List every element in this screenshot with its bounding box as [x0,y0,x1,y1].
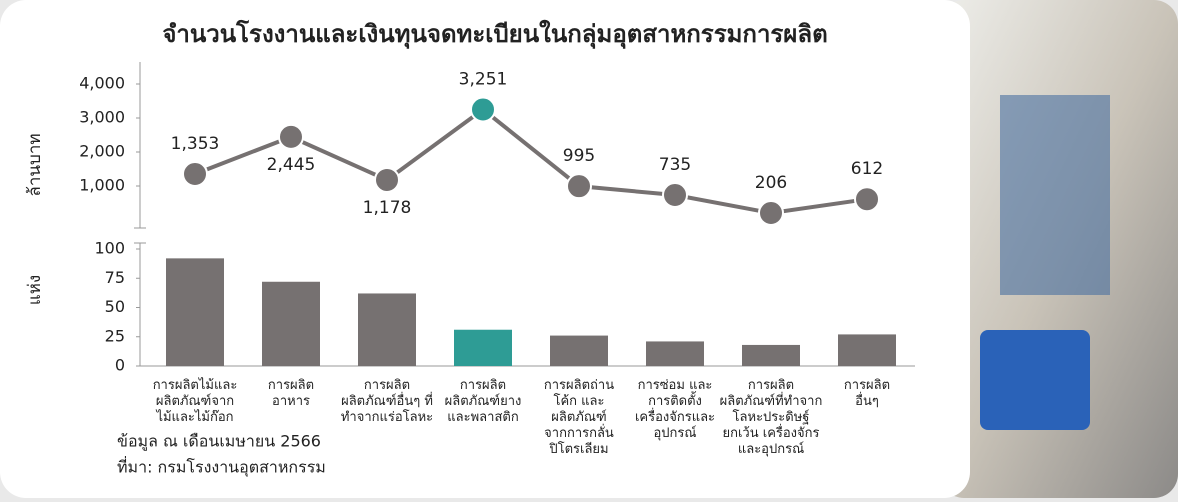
value-label: 206 [755,173,787,193]
y-tick-label: 2,000 [79,142,125,161]
x-tick-label-line: อื่นๆ [855,392,879,409]
value-label: 1,178 [363,198,412,218]
bar [550,336,608,366]
x-tick-label-line: การผลิต [748,378,794,393]
x-tick-label-line: และพลาสติก [447,410,518,425]
value-label: 2,445 [267,155,316,175]
point [279,125,303,149]
y-axis-label: แห่ง [25,275,45,305]
value-label: 612 [851,159,883,179]
x-tick-label-line: การติดตั้ง [648,391,702,409]
x-tick-label-line: เครื่องจักรและ [635,408,715,425]
point [759,201,783,225]
x-tick-label-line: ยกเว้น เครื่องจักร [723,424,820,441]
bar [358,293,416,366]
x-tick-label: การผลิตไม้และผลิตภัณฑ์จากไม้และไม้ก๊อก [153,377,238,425]
photo-figure [1000,95,1110,295]
y-tick-label: 1,000 [79,176,125,195]
photo-toolbox [980,330,1090,430]
bar [742,345,800,366]
value-label: 3,251 [459,69,508,89]
x-tick-label-line: ทำจากแร่อโลหะ [341,409,433,425]
note: ข้อมูล ณ เดือนเมษายน 2566 [117,432,321,452]
x-tick-label-line: การผลิต [460,378,506,393]
y-tick-label: 50 [105,297,125,316]
value-label: 1,353 [171,134,220,154]
x-tick-label-line: ผลิตภัณฑ์ [551,409,606,425]
y-tick-label: 25 [105,326,125,345]
x-tick-label-line: ผลิตภัณฑ์จาก [156,393,234,409]
x-tick-label-line: การผลิตไม้และ [153,377,238,393]
y-tick-label: 75 [105,268,125,287]
y-axis-label: ล้านบาท [25,133,45,196]
bar [454,330,512,366]
x-tick-label-line: ผลิตภัณฑ์ยาง [445,393,522,409]
x-tick-label-line: โค้ก และ [553,393,604,409]
bar [166,258,224,366]
y-tick-label: 100 [94,239,125,258]
note: ที่มา: กรมโรงงานอุตสาหกรรม [117,456,326,478]
x-tick-label-line: ไม้และไม้ก๊อก [155,409,233,425]
bar [838,334,896,366]
y-tick-label: 4,000 [79,74,125,93]
x-tick-label-line: อาหาร [272,394,310,409]
point [567,174,591,198]
value-label: 995 [563,146,595,166]
x-tick-label-line: ผลิตภัณฑ์ที่ทำจาก [720,392,823,409]
point [663,183,687,207]
x-tick-label-line: การผลิต [268,378,314,393]
x-tick-label-line: อุปกรณ์ [654,425,697,441]
point [375,168,399,192]
title: จำนวนโรงงานและเงินทุนจดทะเบียนในกลุ่มอุต… [162,19,827,50]
x-tick-label: การผลิตถ่านโค้ก และผลิตภัณฑ์จากการกลั่นป… [544,378,614,457]
infographic: จำนวนโรงงานและเงินทุนจดทะเบียนในกลุ่มอุต… [0,0,1178,498]
x-tick-label-line: การผลิต [844,378,890,393]
x-tick-label: การผลิตอาหาร [268,378,314,409]
x-tick-label-line: จากการกลั่น [544,424,614,441]
x-tick-label-line: การผลิตถ่าน [544,378,614,393]
point [183,162,207,186]
point [471,97,495,121]
x-tick-label-line: การผลิต [364,378,410,393]
x-tick-label-line: โลหะประดิษฐ์ [733,409,810,425]
bar [646,341,704,366]
bar [262,282,320,366]
y-tick-label: 3,000 [79,108,125,127]
x-tick-label-line: ปิโตรเลียม [548,441,608,457]
point [855,187,879,211]
y-tick-label: 0 [115,356,125,375]
value-label: 735 [659,155,691,175]
x-tick-label-line: ผลิตภัณฑ์อื่นๆ ที่ [341,392,433,409]
x-tick-label-line: และอุปกรณ์ [738,441,804,457]
x-tick-label-line: การซ่อม และ [638,378,713,393]
